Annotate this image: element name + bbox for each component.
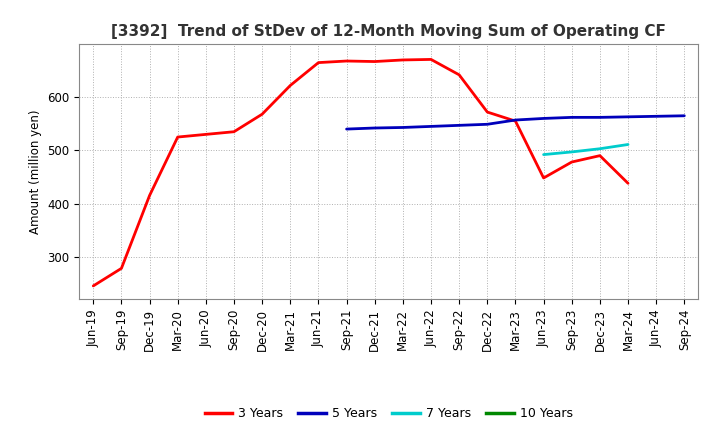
5 Years xyxy=(483,121,492,127)
Legend: 3 Years, 5 Years, 7 Years, 10 Years: 3 Years, 5 Years, 7 Years, 10 Years xyxy=(199,403,578,425)
3 Years xyxy=(567,159,576,165)
5 Years xyxy=(370,125,379,131)
7 Years xyxy=(595,146,604,151)
5 Years xyxy=(624,114,632,120)
7 Years xyxy=(567,149,576,154)
3 Years xyxy=(286,83,294,88)
3 Years xyxy=(145,193,154,198)
7 Years xyxy=(539,152,548,157)
5 Years xyxy=(567,115,576,120)
5 Years xyxy=(511,117,520,123)
3 Years xyxy=(370,59,379,64)
3 Years xyxy=(511,118,520,124)
3 Years xyxy=(174,134,182,139)
Title: [3392]  Trend of StDev of 12-Month Moving Sum of Operating CF: [3392] Trend of StDev of 12-Month Moving… xyxy=(112,24,666,39)
3 Years xyxy=(427,57,436,62)
3 Years xyxy=(314,60,323,65)
5 Years xyxy=(399,125,408,130)
3 Years xyxy=(230,129,238,134)
5 Years xyxy=(595,115,604,120)
5 Years xyxy=(455,123,464,128)
Y-axis label: Amount (million yen): Amount (million yen) xyxy=(29,110,42,234)
5 Years xyxy=(539,116,548,121)
7 Years xyxy=(624,142,632,147)
5 Years xyxy=(680,113,688,118)
3 Years xyxy=(624,181,632,186)
5 Years xyxy=(427,124,436,129)
Line: 7 Years: 7 Years xyxy=(544,144,628,154)
3 Years xyxy=(399,57,408,62)
3 Years xyxy=(483,110,492,115)
3 Years xyxy=(117,266,126,271)
3 Years xyxy=(595,153,604,158)
3 Years xyxy=(539,175,548,180)
5 Years xyxy=(342,126,351,132)
Line: 5 Years: 5 Years xyxy=(346,116,684,129)
3 Years xyxy=(258,111,266,117)
3 Years xyxy=(342,59,351,64)
3 Years xyxy=(202,132,210,137)
Line: 3 Years: 3 Years xyxy=(94,59,628,286)
5 Years xyxy=(652,114,660,119)
3 Years xyxy=(89,283,98,289)
3 Years xyxy=(455,72,464,77)
